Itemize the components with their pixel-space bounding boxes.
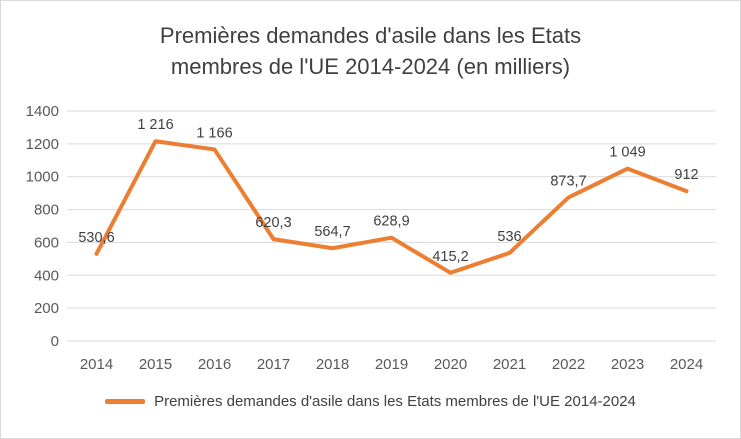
data-label: 564,7 — [314, 224, 350, 240]
data-label: 1 166 — [196, 125, 232, 141]
data-label: 415,2 — [432, 248, 468, 264]
data-label: 530,6 — [78, 229, 114, 245]
data-label: 620,3 — [255, 215, 291, 231]
y-axis-tick-label: 1400 — [26, 103, 59, 120]
data-label: 1 216 — [137, 117, 173, 133]
data-label: 912 — [674, 167, 698, 183]
y-axis-tick-label: 1200 — [26, 135, 59, 152]
x-axis-tick-label: 2014 — [80, 356, 113, 373]
x-axis-tick-label: 2021 — [493, 356, 526, 373]
x-axis-tick-label: 2015 — [139, 356, 172, 373]
x-axis-tick-label: 2020 — [434, 356, 467, 373]
x-axis-tick-label: 2018 — [316, 356, 349, 373]
y-axis-tick-label: 200 — [34, 300, 59, 317]
legend: Premières demandes d'asile dans les Etat… — [1, 393, 740, 410]
y-axis-tick-label: 400 — [34, 267, 59, 284]
x-axis-tick-label: 2023 — [611, 356, 644, 373]
x-axis-tick-label: 2022 — [552, 356, 585, 373]
data-label: 536 — [497, 229, 521, 245]
legend-line-swatch — [105, 398, 146, 404]
x-axis-tick-label: 2024 — [670, 356, 703, 373]
y-axis-tick-label: 800 — [34, 201, 59, 218]
line-chart-plot: 0 200 400 600 800 1000 1200 1400 530,6 1 216 1 166… — [26, 103, 716, 373]
data-label: 628,9 — [373, 213, 409, 229]
y-axis-tick-label: 0 — [51, 333, 59, 350]
data-label: 1 049 — [609, 144, 645, 160]
chart-title-line1: Premières demandes d'asile dans les Etat… — [159, 23, 582, 48]
chart-title: Premières demandes d'asile dans les Etat… — [1, 21, 740, 83]
series-line — [94, 138, 689, 275]
y-axis-tick-label: 600 — [34, 234, 59, 251]
chart-title-line2: membres de l'UE 2014-2024 (en milliers) — [170, 53, 571, 79]
y-axis-tick-label: 1000 — [26, 168, 59, 185]
x-axis-tick-label: 2019 — [375, 356, 408, 373]
x-axis-tick-label: 2016 — [198, 356, 231, 373]
data-label: 873,7 — [550, 173, 586, 189]
legend-label: Premières demandes d'asile dans les Etat… — [154, 392, 636, 410]
x-axis-tick-label: 2017 — [257, 356, 290, 373]
